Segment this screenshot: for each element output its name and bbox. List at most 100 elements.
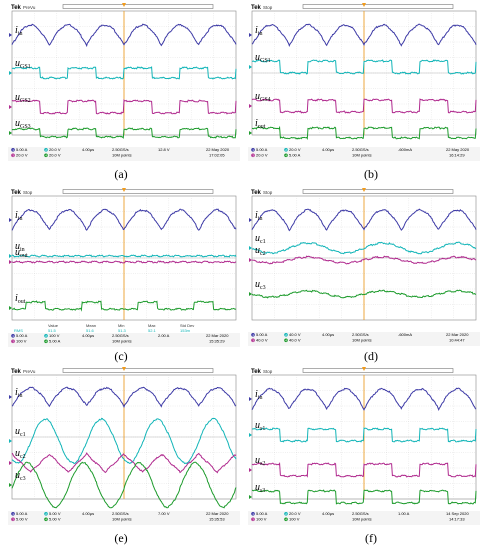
signal-label-i-out: iout — [15, 293, 26, 305]
signal-label-i-in: iin — [255, 210, 262, 222]
svg-text:4.00μs: 4.00μs — [322, 147, 334, 152]
scope-readout: 1 5.00 A 2 20.0 V3 20.0 V 4 20.0 V4.00μs 2.50GS… — [8, 147, 240, 161]
svg-text:3: 3 — [252, 518, 254, 522]
channel-scale: 5.00 A — [256, 332, 268, 337]
trigger-level: 7.00 V — [158, 511, 170, 516]
caption-d: (d) — [364, 349, 378, 363]
trigger-position-icon — [362, 3, 366, 7]
signal-label-i-in: iin — [15, 210, 22, 222]
trace-u-c2 — [251, 255, 477, 265]
svg-text:2: 2 — [285, 333, 287, 337]
svg-text:2.50GS/s: 2.50GS/s — [112, 511, 129, 516]
caption-b: (b) — [364, 167, 378, 181]
channel-ground-marker-icon — [9, 131, 12, 135]
svg-text:51.3: 51.3 — [118, 328, 127, 333]
signal-label-u-c3: uc3 — [15, 470, 26, 482]
trace-i-in — [251, 387, 477, 411]
channel-ground-marker-icon — [9, 105, 12, 109]
channel-scale: 100 V — [16, 339, 27, 344]
caption-a: (a) — [114, 167, 128, 181]
signal-label-u-c2: uc2 — [255, 245, 266, 257]
channel-ground-marker-icon — [249, 131, 252, 135]
signal-label-u-GS1: uGS1 — [255, 52, 271, 64]
trigger-level: 2.00 A — [158, 333, 170, 338]
capture-time: 15:35:29 — [209, 339, 225, 344]
signal-label-i-in: iin — [15, 25, 22, 37]
scope-panel-a: Tek PreVu iin uGS1 uGS2 uGS3 1 5.00 A 2 20.0 V 3 20… — [8, 2, 240, 164]
svg-text:3: 3 — [252, 339, 254, 343]
signal-label-u-GS2: uGS2 — [15, 92, 31, 104]
svg-text:Mean: Mean — [86, 323, 96, 328]
channel-ground-marker-icon — [9, 461, 12, 465]
svg-text:4: 4 — [45, 154, 47, 158]
tek-brand: Tek — [251, 369, 262, 375]
trigger-position-icon — [362, 188, 366, 192]
capture-time: 10:44:47 — [449, 338, 465, 343]
signal-label-u-out: uout — [15, 247, 28, 259]
capture-date: 22 Mar 2020 — [206, 333, 229, 338]
svg-text:4: 4 — [45, 340, 47, 344]
trace-u-GS4 — [251, 98, 477, 114]
svg-text:2: 2 — [285, 148, 287, 152]
signal-label-u-GS4: uGS4 — [255, 91, 271, 103]
svg-text:10M points: 10M points — [352, 153, 372, 158]
tek-brand: Tek — [11, 369, 22, 375]
record-view-bar — [302, 368, 454, 373]
svg-text:4.00μs: 4.00μs — [82, 333, 94, 338]
scope-readout: 1 5.00 A 2 100 V3 100 V 4 5.00 A4.00μs 2.50GS/s… — [8, 333, 240, 347]
trace-u-c1 — [251, 241, 477, 255]
scope-panel-d: Tek Stop iin uc1 uc2 uc3 1 5.00 A 2 40.0 V 3 40.0 V… — [248, 187, 480, 349]
svg-text:153m: 153m — [180, 328, 191, 333]
caption-f: (f) — [365, 531, 377, 545]
channel-ground-marker-icon — [9, 306, 12, 310]
trace-u-out — [12, 260, 237, 264]
acquisition-mode: Stop — [263, 5, 273, 10]
svg-text:3: 3 — [12, 154, 14, 158]
svg-text:3: 3 — [12, 518, 14, 522]
signal-label-u-c2: uc2 — [15, 448, 26, 460]
record-view-bar — [302, 189, 454, 194]
signal-label-i-in: iin — [15, 387, 22, 399]
signal-label-u-c1: uc1 — [255, 233, 266, 245]
capture-time: 16:14:29 — [449, 153, 465, 158]
svg-text:2: 2 — [45, 148, 47, 152]
record-view-bar — [302, 4, 454, 9]
trace-u-c3 — [251, 289, 476, 299]
trace-i-out — [11, 300, 237, 312]
acquisition-mode: Stop — [263, 369, 273, 374]
channel-ground-marker-icon — [9, 71, 12, 75]
svg-text:2: 2 — [285, 512, 287, 516]
trace-u-GS1 — [11, 65, 237, 80]
trace-u-s1 — [251, 427, 477, 443]
svg-text:4.00μs: 4.00μs — [322, 332, 334, 337]
svg-text:RMS: RMS — [14, 328, 23, 333]
svg-text:51.5: 51.5 — [48, 328, 57, 333]
signal-label-i-out: iout — [255, 118, 266, 130]
channel-scale: 5.00 A — [49, 339, 61, 344]
channel-ground-marker-icon — [9, 254, 12, 258]
channel-scale: 40.0 V — [289, 338, 301, 343]
svg-text:1: 1 — [12, 148, 14, 152]
svg-text:51.6: 51.6 — [86, 328, 95, 333]
channel-scale: 5.00 A — [16, 511, 28, 516]
svg-text:Min: Min — [118, 323, 124, 328]
channel-scale: 40.0 V — [289, 332, 301, 337]
trace-u-c2 — [11, 452, 237, 474]
capture-time: 14:17:33 — [449, 517, 465, 522]
channel-ground-marker-icon — [249, 218, 252, 222]
channel-scale: 20.0 V — [16, 153, 28, 158]
capture-time: 17:02:05 — [209, 153, 225, 158]
trace-u-c3 — [11, 461, 237, 509]
svg-text:1: 1 — [12, 334, 14, 338]
channel-scale: 40.0 V — [256, 338, 268, 343]
signal-label-u-s2: us2 — [255, 455, 265, 467]
svg-text:1: 1 — [12, 512, 14, 516]
svg-text:2.50GS/s: 2.50GS/s — [352, 147, 369, 152]
trace-u-in — [11, 254, 237, 258]
channel-scale: 5.00 A — [256, 147, 268, 152]
svg-text:Value: Value — [48, 323, 59, 328]
svg-text:2.50GS/s: 2.50GS/s — [352, 511, 369, 516]
